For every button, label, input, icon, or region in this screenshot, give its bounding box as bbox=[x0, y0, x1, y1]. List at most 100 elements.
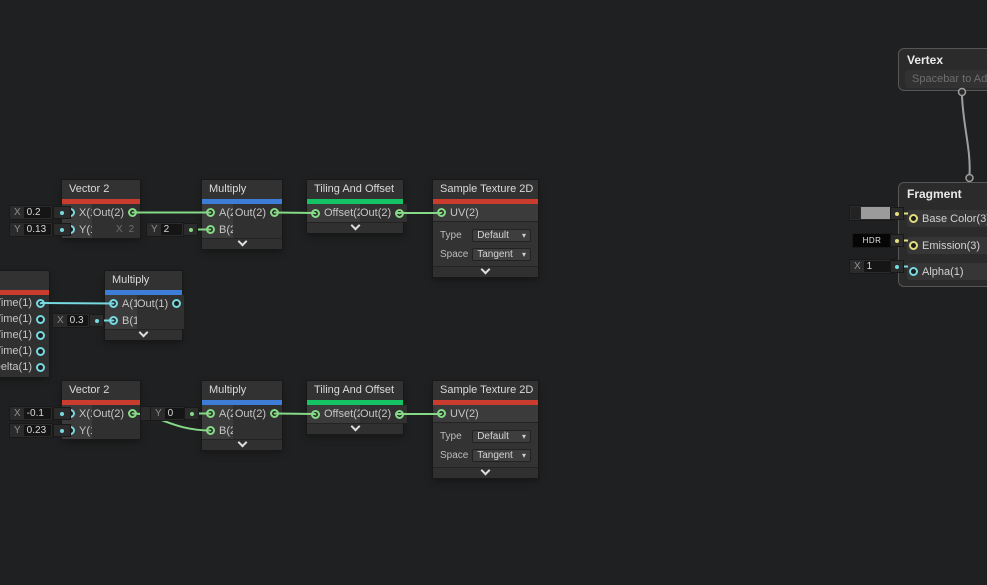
chevron-down-icon bbox=[237, 440, 247, 448]
category-bar-input bbox=[62, 400, 140, 405]
node-title: Tiling And Offset bbox=[314, 183, 395, 195]
port-row: Out(1) bbox=[137, 295, 184, 312]
node-vector2-bottom[interactable]: Vector 2 X(1) Y(1) Out(2) bbox=[62, 381, 140, 439]
node-expand-strip[interactable] bbox=[105, 329, 182, 340]
type-dropdown[interactable]: Default ▾ bbox=[472, 229, 531, 242]
port-connector-dot bbox=[891, 235, 903, 246]
block-row-alpha[interactable]: Alpha(1) bbox=[907, 263, 987, 280]
node-sample-texture-bottom[interactable]: Sample Texture 2D UV(2) Type Default ▾ Sp… bbox=[433, 381, 538, 478]
node-expand-strip[interactable] bbox=[433, 266, 538, 277]
category-bar-math bbox=[202, 199, 282, 204]
category-bar-input bbox=[433, 199, 538, 204]
node-sample-texture-top[interactable]: Sample Texture 2D UV(2) Type Default ▾ Sp… bbox=[433, 180, 538, 277]
dropdown-arrow-icon: ▾ bbox=[521, 450, 526, 460]
vertex-context-block[interactable]: Vertex Spacebar to Add Node bbox=[898, 48, 987, 91]
wire-multiply-out-to-tiling-offset[interactable] bbox=[274, 412, 316, 415]
base-color-swatch[interactable] bbox=[850, 206, 894, 220]
port-cosine-time-out[interactable] bbox=[36, 330, 45, 340]
node-expand-strip[interactable] bbox=[307, 423, 403, 434]
chevron-down-icon bbox=[237, 239, 247, 247]
node-title: Tiling And Offset bbox=[314, 384, 395, 396]
node-title: Multiply bbox=[112, 274, 150, 286]
node-title: Multiply bbox=[209, 384, 247, 396]
dropdown-arrow-icon: ▾ bbox=[521, 249, 526, 259]
fragment-input-connector[interactable] bbox=[965, 173, 974, 183]
node-tiling-offset-top[interactable]: Tiling And Offset Offset(2) Out(2) bbox=[307, 180, 408, 233]
port-row: Sine Time(1) bbox=[0, 311, 49, 327]
port-alpha-in[interactable] bbox=[909, 267, 918, 276]
node-expand-strip[interactable] bbox=[307, 222, 403, 233]
port-sine-time-out[interactable] bbox=[36, 314, 45, 324]
wire-multiply-out-to-tiling-offset[interactable] bbox=[274, 211, 316, 214]
node-title: Multiply bbox=[209, 183, 247, 195]
category-bar-input bbox=[433, 400, 538, 405]
wire-vector2-out-to-multiply-b[interactable] bbox=[132, 412, 211, 432]
space-dropdown[interactable]: Tangent ▾ bbox=[472, 248, 531, 261]
category-bar-input bbox=[0, 290, 49, 295]
port-emission-in[interactable] bbox=[909, 241, 918, 250]
x-value-field[interactable]: X 0.2 bbox=[10, 206, 52, 219]
type-dropdown[interactable]: Default ▾ bbox=[472, 430, 531, 443]
port-base-color-in[interactable] bbox=[909, 214, 918, 223]
space-row: Space Tangent ▾ bbox=[440, 446, 531, 465]
x-value-field[interactable]: X -0.1 bbox=[10, 407, 52, 420]
node-vector2-top[interactable]: Vector 2 X(1) Y(1) Out(2) bbox=[62, 180, 140, 238]
chevron-down-icon bbox=[138, 330, 149, 338]
category-bar-math bbox=[105, 290, 182, 295]
node-multiply-top[interactable]: Multiply A(2) B(2) Out(2) bbox=[202, 180, 282, 249]
space-dropdown[interactable]: Tangent ▾ bbox=[472, 449, 531, 462]
port-row: Smooth Delta(1) bbox=[0, 359, 49, 375]
port-connector-dot bbox=[54, 224, 70, 235]
node-time[interactable]: Time Time(1) Sine Time(1) Cosine Time(1)… bbox=[0, 271, 49, 377]
port-row: Delta Time(1) bbox=[0, 343, 49, 359]
chevron-down-icon bbox=[350, 424, 360, 432]
hdr-color-field[interactable]: HDR bbox=[853, 234, 891, 247]
chevron-down-icon bbox=[480, 468, 491, 476]
port-connector-dot bbox=[891, 261, 903, 272]
node-multiply-bottom[interactable]: Multiply A(2) B(2) Out(2) bbox=[202, 381, 282, 450]
port-delta-time-out[interactable] bbox=[36, 346, 45, 356]
chevron-down-icon bbox=[350, 223, 360, 231]
inline-x-field[interactable]: X 0.3 bbox=[53, 314, 89, 327]
dropdown-arrow-icon: ▾ bbox=[521, 230, 526, 240]
port-connector-dot bbox=[54, 408, 70, 419]
inline-x-field-clipped[interactable] bbox=[141, 407, 151, 420]
add-node-hint: Spacebar to Add Node bbox=[905, 70, 987, 88]
chevron-down-icon bbox=[480, 267, 491, 275]
fragment-context-block[interactable]: Fragment Base Color(3) Emission(3) Alpha… bbox=[898, 182, 987, 287]
port-connector-dot bbox=[891, 208, 903, 219]
port-connector-dot bbox=[54, 207, 70, 218]
port-connector-dot bbox=[90, 315, 103, 326]
node-title: Vector 2 bbox=[69, 183, 110, 195]
node-title: Time bbox=[0, 271, 49, 290]
wire-vertex-to-fragment[interactable] bbox=[961, 95, 971, 175]
node-multiply-mid[interactable]: Multiply A(1) B(1) Out(1) bbox=[105, 271, 185, 340]
port-connector-dot bbox=[184, 224, 197, 235]
port-smooth-delta-out[interactable] bbox=[36, 362, 45, 372]
category-bar-uv bbox=[307, 199, 403, 204]
port-connector-dot bbox=[185, 408, 198, 419]
dropdown-arrow-icon: ▾ bbox=[521, 431, 526, 441]
node-title: Vector 2 bbox=[69, 384, 110, 396]
space-row: Space Tangent ▾ bbox=[440, 245, 531, 264]
node-expand-strip[interactable] bbox=[202, 238, 282, 249]
y-value-field[interactable]: Y 0.13 bbox=[10, 223, 52, 236]
category-bar-math bbox=[202, 400, 282, 405]
wire-time-to-multiply-a[interactable] bbox=[40, 302, 114, 305]
node-expand-strip[interactable] bbox=[202, 439, 282, 450]
port-connector-dot bbox=[54, 425, 70, 436]
node-tiling-offset-bottom[interactable]: Tiling And Offset Offset(2) Out(2) bbox=[307, 381, 408, 434]
type-row: Type Default ▾ bbox=[440, 226, 531, 245]
port-row: UV(2) bbox=[433, 204, 538, 222]
block-row-base-color[interactable]: Base Color(3) bbox=[907, 210, 987, 227]
category-bar-input bbox=[62, 199, 140, 204]
block-row-emission[interactable]: Emission(3) bbox=[907, 237, 987, 254]
port-out[interactable] bbox=[172, 299, 182, 308]
node-expand-strip[interactable] bbox=[433, 467, 538, 478]
y-value-field[interactable]: Y 0.23 bbox=[10, 424, 52, 437]
vertex-title: Vertex bbox=[907, 53, 944, 67]
